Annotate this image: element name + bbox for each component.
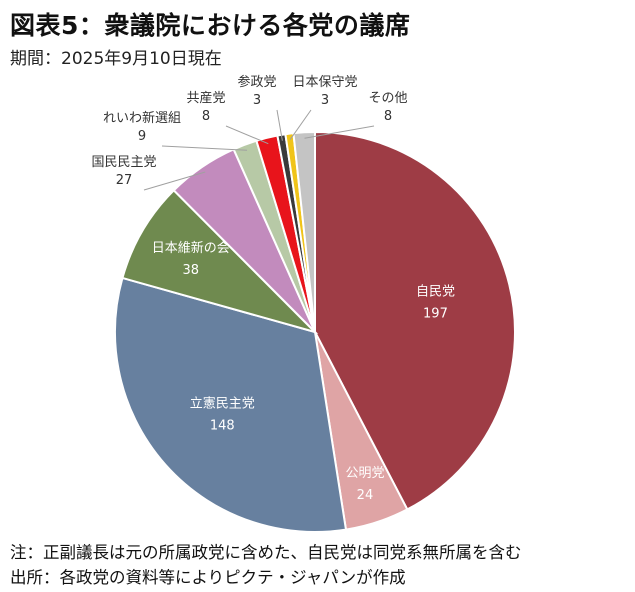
- slice-label-name: 参政党: [237, 74, 276, 90]
- leader-line: [276, 109, 283, 141]
- pie-slice: [292, 130, 316, 333]
- slice-label-value: 27: [116, 173, 133, 188]
- slice-label-name: 公明党: [345, 466, 384, 481]
- slice-label-value: 8: [384, 109, 392, 124]
- slice-label-value: 38: [183, 263, 200, 278]
- slice-label-value: 148: [210, 418, 235, 433]
- slice-label-name: 立憲民主党: [190, 395, 255, 411]
- leader-line: [143, 171, 206, 191]
- chart-title: 図表5：衆議院における各党の議席: [10, 11, 411, 40]
- slice-label-name: その他: [368, 91, 407, 106]
- leader-line: [161, 145, 248, 151]
- slice-label-value: 9: [138, 129, 146, 144]
- slice-label-name: れいわ新選組: [103, 110, 181, 126]
- slice-label-name: 自民党: [416, 285, 455, 300]
- slice-label-name: 日本保守党: [292, 75, 357, 90]
- chart-subtitle: 期間：2025年9月10日現在: [10, 49, 222, 69]
- slice-label-name: 日本維新の会: [152, 240, 230, 256]
- slice-label-value: 3: [253, 93, 261, 108]
- slice-label-name: 共産党: [186, 90, 225, 106]
- slice-label-name: 国民民主党: [91, 155, 156, 170]
- leader-line: [289, 109, 312, 140]
- slice-label-value: 197: [423, 307, 448, 322]
- pie-slice: [314, 130, 516, 511]
- label-leader-lines: [143, 109, 375, 191]
- slice-label-value: 24: [357, 488, 374, 503]
- pie-slice: [121, 188, 319, 334]
- footnote-note: 注：正副議長は元の所属政党に含めた、自民党は同党系無所属を含む: [10, 543, 522, 562]
- slice-labels: 自民党197公明党24立憲民主党148日本維新の会38国民民主党27れいわ新選組…: [91, 74, 454, 503]
- slice-label-value: 3: [321, 93, 329, 108]
- pie-slice: [114, 276, 348, 533]
- pie-slices: [114, 130, 516, 533]
- footnote-source: 出所：各政党の資料等によりピクテ・ジャパンが作成: [10, 568, 406, 587]
- leader-line: [304, 125, 375, 139]
- leader-line: [225, 125, 269, 145]
- slice-label-value: 8: [202, 109, 210, 124]
